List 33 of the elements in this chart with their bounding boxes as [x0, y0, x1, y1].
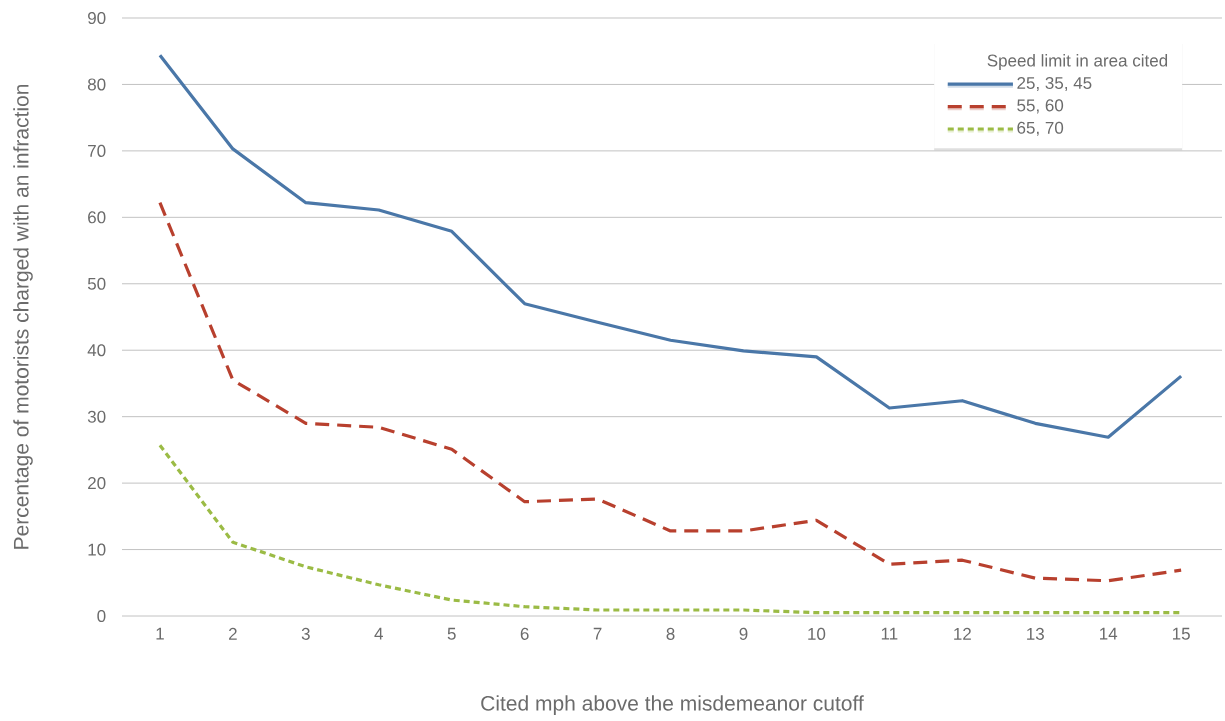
x-tick-label: 3 — [301, 627, 310, 640]
y-tick-label: 30 — [87, 410, 106, 423]
x-tick-label: 15 — [1172, 627, 1190, 640]
x-tick-label: 14 — [1100, 627, 1118, 640]
legend-title: Speed limit in area cited — [987, 54, 1168, 70]
legend-label: 65, 70 — [1017, 121, 1064, 136]
x-tick-label: 6 — [520, 627, 529, 640]
y-tick-label: 90 — [88, 11, 106, 25]
y-tick-label: 0 — [97, 609, 106, 623]
y-tick-label: 80 — [87, 78, 106, 91]
y-tick-label: 50 — [87, 277, 106, 290]
y-tick-label: 60 — [88, 211, 106, 224]
x-tick-label: 10 — [808, 627, 826, 640]
x-axis-title: Cited mph above the misdemeanor cutoff — [481, 695, 864, 715]
y-axis-title: Percentage of motorists charged with an infraction — [13, 84, 33, 549]
x-tick-label: 12 — [954, 627, 971, 640]
y-tick-label: 40 — [87, 344, 106, 357]
y-tick-label: 20 — [88, 477, 106, 490]
x-tick-label: 5 — [447, 627, 456, 640]
x-tick-label: 4 — [374, 627, 383, 640]
x-tick-label: 11 — [881, 627, 898, 640]
y-tick-label: 70 — [88, 144, 106, 157]
x-tick-label: 7 — [593, 627, 602, 640]
line-series — [158, 53, 1183, 439]
x-tick-label: 1 — [156, 627, 164, 640]
x-tick-label: 13 — [1027, 627, 1044, 640]
x-tick-label: 2 — [229, 627, 237, 640]
x-tick-label: 9 — [739, 627, 748, 640]
line-series — [158, 201, 1183, 583]
x-tick-label: 8 — [666, 627, 675, 640]
y-tick-label: 10 — [88, 543, 106, 556]
legend-label: 25, 35, 45 — [1017, 76, 1092, 91]
legend-label: 55, 60 — [1017, 99, 1064, 114]
